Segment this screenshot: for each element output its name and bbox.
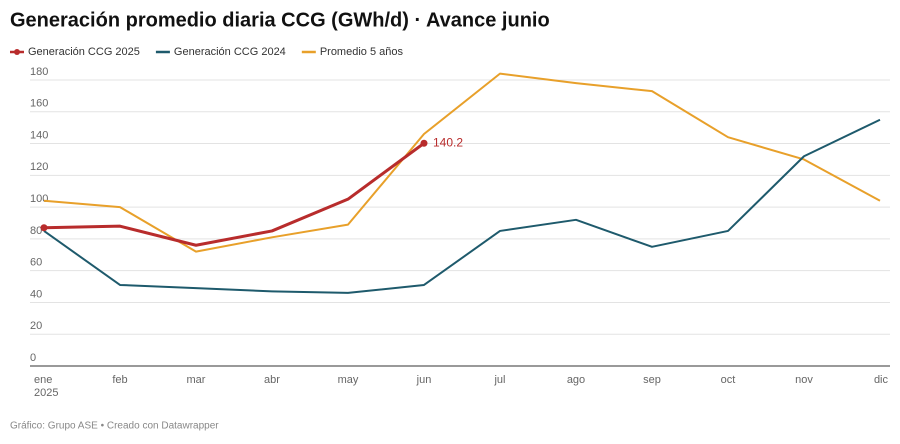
x-tick-label: may <box>338 374 359 386</box>
x-year-label: 2025 <box>34 387 58 399</box>
y-tick-label: 100 <box>30 193 48 205</box>
x-tick-label: dic <box>874 374 889 386</box>
series-line <box>43 72 881 253</box>
footer: Gráfico: Grupo ASE • Creado con Datawrap… <box>10 421 219 432</box>
x-tick-label: mar <box>187 374 206 386</box>
legend-dot <box>14 49 20 55</box>
y-tick-label: 80 <box>30 225 42 237</box>
y-tick-label: 140 <box>30 129 48 141</box>
series-line <box>43 142 425 247</box>
y-tick-label: 0 <box>30 352 36 364</box>
x-tick-label: feb <box>112 374 127 386</box>
y-tick-label: 20 <box>30 320 42 332</box>
end-point <box>420 139 428 147</box>
data-label: 140.2 <box>433 135 463 149</box>
x-tick-label: sep <box>643 374 661 386</box>
chart-title: Generación promedio diaria CCG (GWh/d) ·… <box>10 9 550 31</box>
y-tick-label: 60 <box>30 257 42 269</box>
x-tick-label: ago <box>567 374 585 386</box>
x-tick-label: nov <box>795 374 813 386</box>
x-tick-label: oct <box>721 374 736 386</box>
x-tick-label: abr <box>264 374 280 386</box>
y-tick-label: 180 <box>30 66 48 78</box>
x-tick-label: jun <box>416 374 432 386</box>
legend-label: Promedio 5 años <box>320 46 404 58</box>
y-tick-label: 40 <box>30 288 42 300</box>
x-tick-label: jul <box>493 374 505 386</box>
y-tick-label: 160 <box>30 98 48 110</box>
x-tick-label: ene <box>34 374 52 386</box>
start-point <box>40 224 48 232</box>
series-line <box>43 118 881 294</box>
legend-label: Generación CCG 2024 <box>174 46 286 58</box>
y-tick-label: 120 <box>30 161 48 173</box>
legend-label: Generación CCG 2025 <box>28 46 140 58</box>
